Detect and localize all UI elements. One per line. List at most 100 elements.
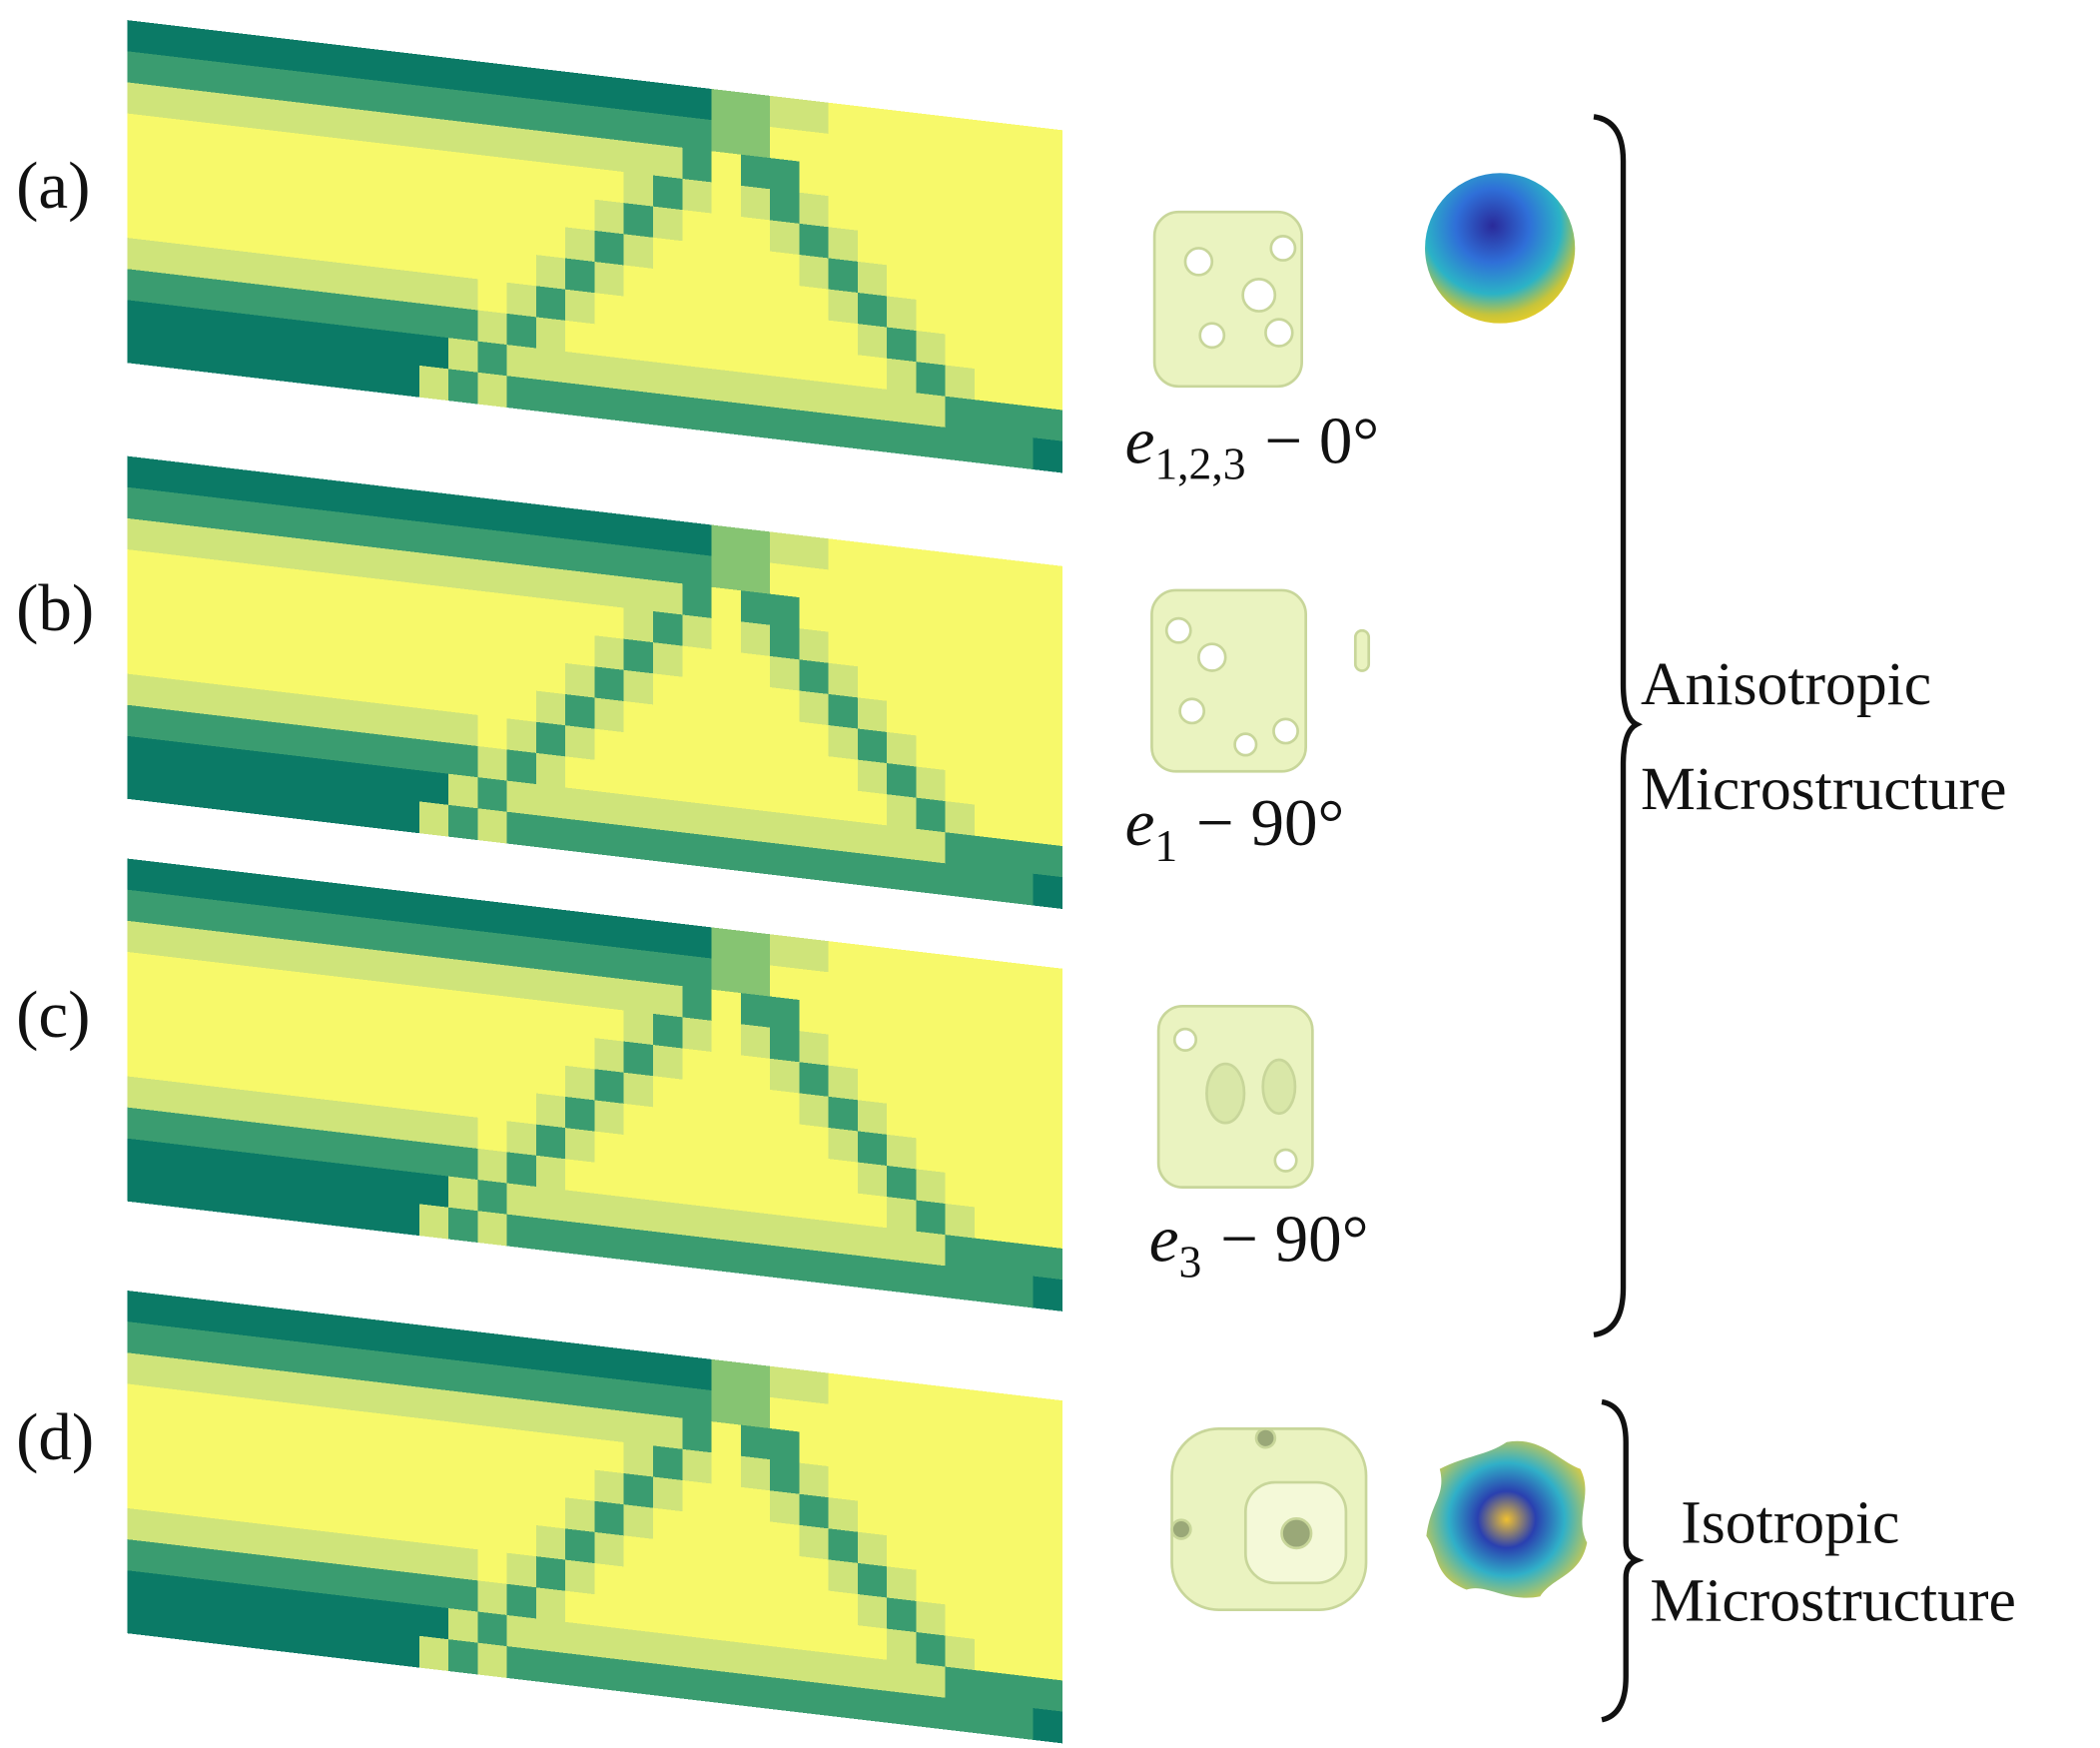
voxel (828, 787, 859, 823)
subscript: 3 (1179, 1237, 1202, 1288)
voxel (127, 858, 158, 894)
voxel (127, 51, 158, 87)
voxel (682, 614, 713, 650)
voxel (1004, 1242, 1034, 1278)
voxel (682, 1235, 713, 1271)
voxel (448, 182, 479, 218)
voxel (477, 1549, 508, 1585)
voxel (623, 1103, 654, 1140)
voxel (1033, 1458, 1063, 1495)
voxel (535, 503, 566, 540)
voxel (799, 690, 830, 726)
voxel (506, 1583, 537, 1620)
voxel (857, 1069, 888, 1105)
voxel (945, 1110, 976, 1146)
voxel (740, 993, 771, 1029)
voxel (565, 694, 596, 730)
voxel (418, 552, 449, 588)
voxel (565, 1621, 596, 1658)
voxel (477, 496, 508, 533)
voxel (332, 1069, 362, 1105)
voxel (1033, 686, 1063, 723)
voxel (506, 1428, 537, 1464)
voxel (418, 54, 449, 90)
voxel (711, 1639, 742, 1675)
voxel (535, 721, 566, 758)
voxel (711, 524, 742, 560)
voxel (273, 753, 304, 789)
voxel (1033, 1676, 1063, 1713)
voxel (360, 576, 391, 612)
voxel (127, 1414, 158, 1450)
voxel (244, 965, 275, 1002)
voxel (770, 95, 800, 132)
voxel (857, 1131, 888, 1167)
voxel (682, 1573, 713, 1609)
voxel (974, 586, 1005, 622)
voxel (127, 1138, 158, 1175)
voxel (945, 1697, 976, 1734)
voxel (974, 275, 1005, 311)
voxel (535, 223, 566, 260)
voxel (215, 92, 246, 129)
voxel (215, 1580, 246, 1616)
voxel (215, 1149, 246, 1185)
voxel (682, 1355, 713, 1391)
voxel (594, 168, 625, 204)
voxel (185, 618, 216, 654)
voxel (653, 517, 683, 553)
voxel (127, 642, 158, 678)
voxel (535, 1556, 566, 1592)
voxel (594, 230, 625, 267)
voxel (682, 1386, 713, 1422)
voxel (565, 569, 596, 605)
symbol: e (1125, 785, 1155, 860)
voxel (887, 1259, 917, 1295)
voxel (711, 151, 742, 187)
voxel (448, 1207, 479, 1244)
voxel (360, 638, 391, 675)
voxel (916, 982, 947, 1018)
voxel (682, 1017, 713, 1053)
voxel (857, 1407, 888, 1443)
voxel (215, 777, 246, 813)
voxel (332, 1594, 362, 1630)
voxel (594, 293, 625, 329)
voxel (770, 251, 800, 287)
voxel (594, 697, 625, 733)
voxel (302, 196, 333, 232)
voxel (302, 1528, 333, 1564)
voxel (156, 1511, 187, 1547)
voxel (770, 1459, 800, 1495)
voxel (857, 1438, 888, 1474)
voxel (215, 528, 246, 564)
voxel (244, 65, 275, 101)
voxel (565, 538, 596, 574)
voxel (974, 1051, 1005, 1088)
voxel (623, 327, 654, 364)
voxel (974, 400, 1005, 436)
voxel (302, 165, 333, 201)
voxel (916, 393, 947, 429)
voxel (653, 1476, 683, 1512)
voxel (418, 1573, 449, 1609)
voxel (828, 382, 859, 419)
voxel (623, 389, 654, 426)
voxel (389, 82, 420, 118)
voxel (653, 175, 683, 211)
voxel (623, 700, 654, 737)
voxel (185, 27, 216, 63)
voxel (770, 158, 800, 194)
voxel (535, 937, 566, 974)
voxel (448, 1145, 479, 1181)
voxel (623, 514, 654, 550)
voxel (418, 801, 449, 837)
voxel (887, 1690, 917, 1727)
voxel (594, 1469, 625, 1505)
voxel (418, 1480, 449, 1516)
voxel (506, 1027, 537, 1064)
voxel (389, 1320, 420, 1357)
voxel (711, 1483, 742, 1519)
voxel (711, 617, 742, 654)
voxel (506, 1552, 537, 1589)
